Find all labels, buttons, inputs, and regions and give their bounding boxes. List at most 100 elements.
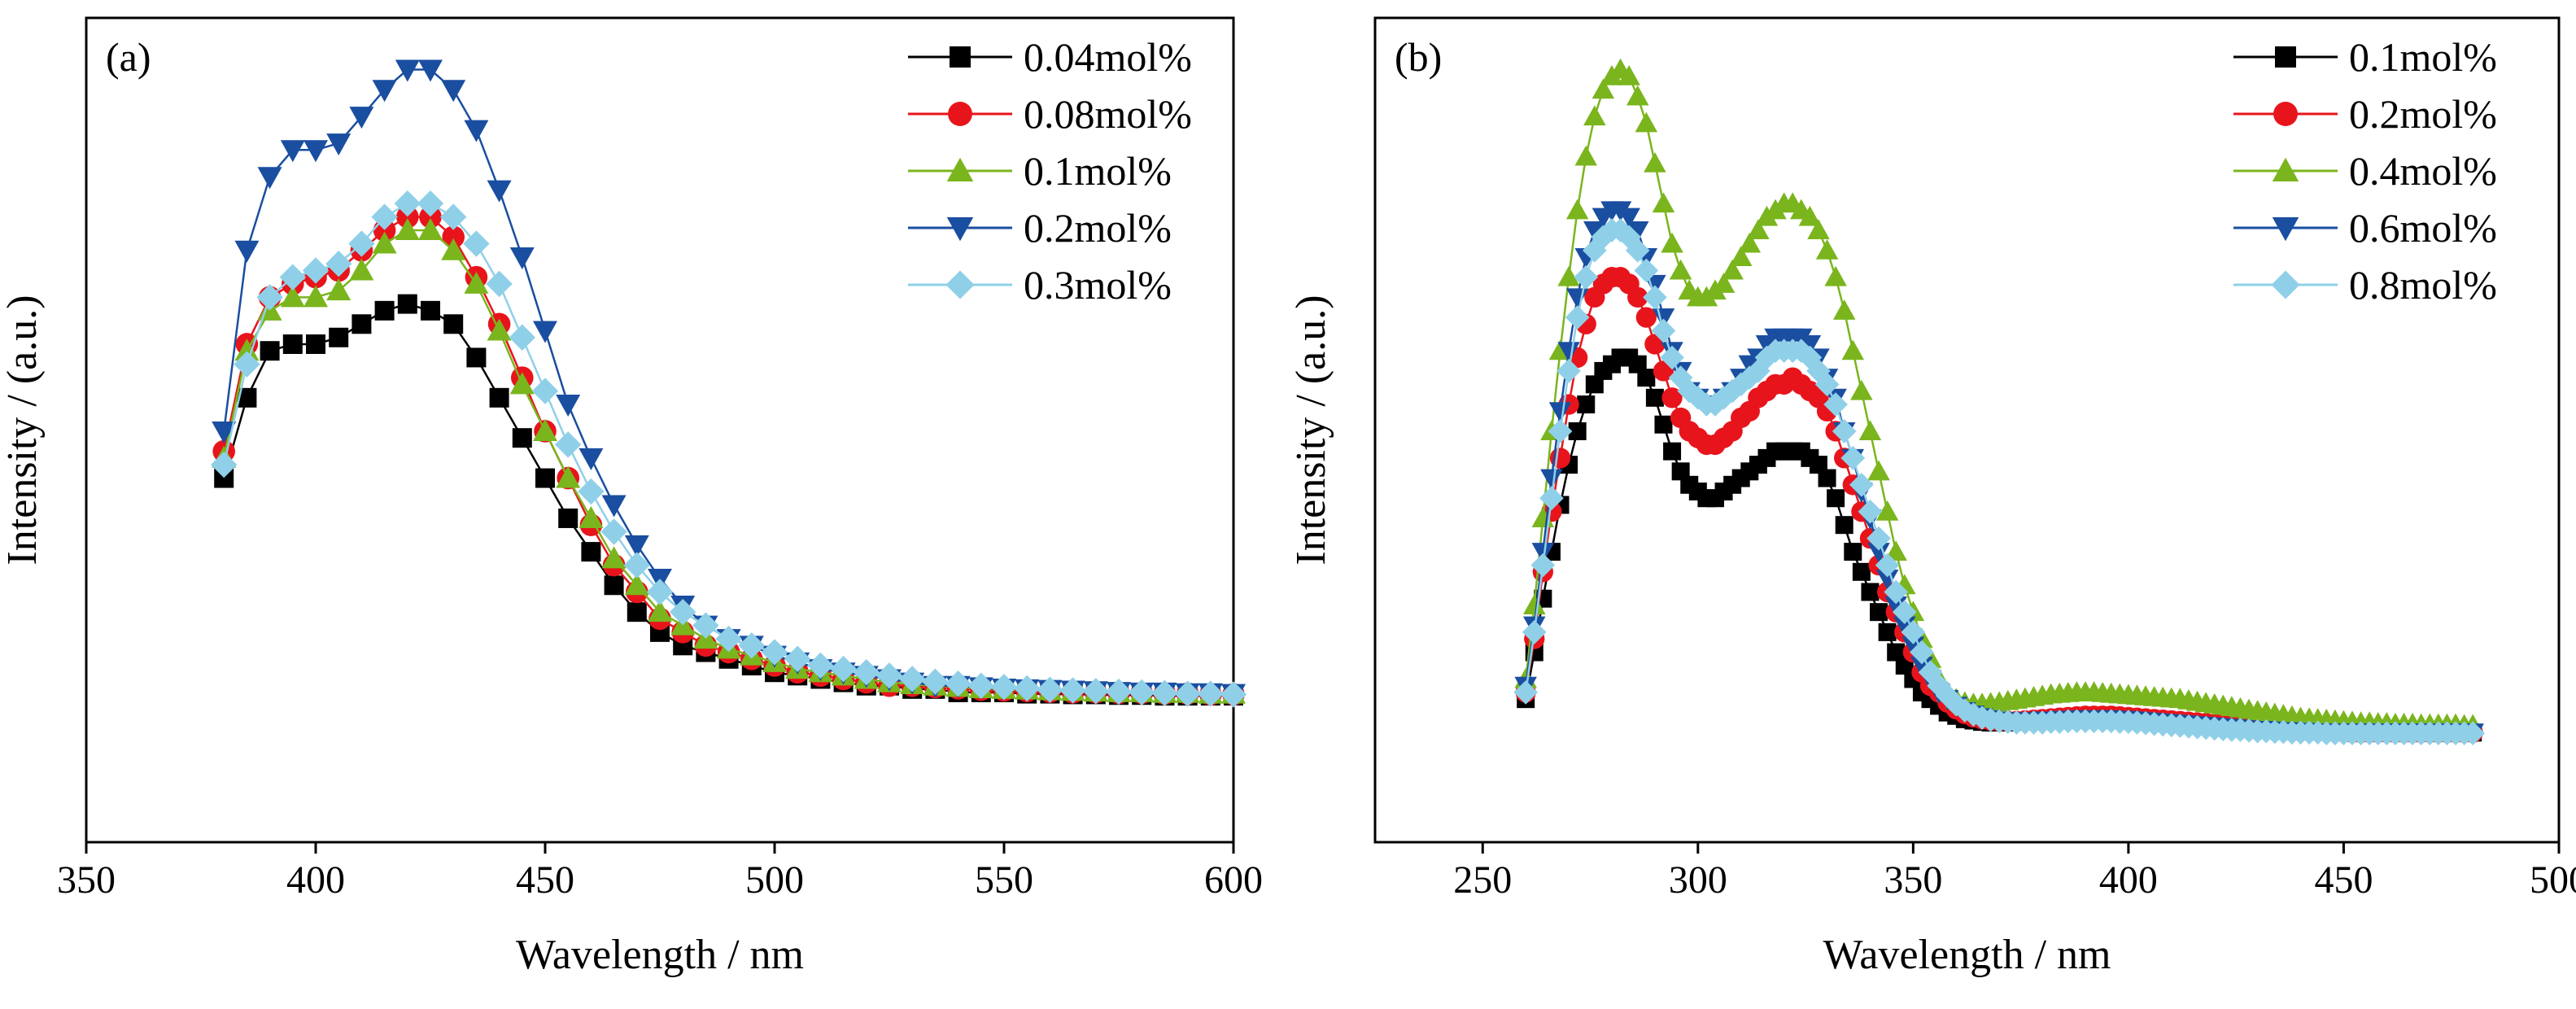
data-point (464, 120, 489, 142)
data-point (371, 203, 398, 230)
data-point (440, 203, 467, 230)
data-point (1626, 85, 1649, 106)
data-point (1677, 378, 1702, 404)
legend-item: 0.6mol% (2233, 205, 2497, 251)
data-point (418, 59, 443, 82)
legend-marker (950, 46, 971, 68)
data-point (257, 167, 282, 190)
data-point (1583, 221, 1606, 242)
panel-a-y-axis-title: Intensity / (a.u.) (0, 295, 46, 565)
data-point (853, 659, 880, 686)
data-point (1884, 579, 1909, 605)
data-point (1059, 677, 1086, 704)
data-point (1798, 334, 1822, 356)
data-point (1583, 105, 1606, 126)
data-point (256, 284, 283, 311)
data-point (579, 448, 604, 470)
data-point (487, 318, 512, 341)
data-point (279, 264, 306, 290)
data-point (1652, 308, 1675, 329)
data-point (1827, 489, 1845, 508)
data-point (1878, 622, 1897, 641)
data-point (784, 645, 811, 672)
data-point (1892, 600, 1917, 625)
data-point (1841, 339, 1865, 360)
data-point (1540, 469, 1563, 490)
data-point (1832, 299, 1856, 320)
data-point (1663, 442, 1682, 461)
data-point (282, 334, 303, 354)
data-point (1220, 681, 1247, 708)
data-point (1901, 620, 1926, 644)
data-point (533, 418, 557, 441)
data-point (1626, 221, 1649, 242)
data-point (581, 542, 601, 562)
data-point (692, 612, 719, 639)
data-point (372, 80, 397, 103)
data-point (627, 602, 647, 622)
legend-item: 0.8mol% (2233, 262, 2497, 308)
data-point (1591, 225, 1616, 250)
data-point (601, 546, 627, 569)
data-point (1037, 676, 1063, 703)
data-point (306, 334, 325, 354)
data-point (715, 625, 742, 653)
data-point (1747, 219, 1770, 240)
data-point (326, 133, 351, 156)
panel-a-marks (211, 59, 1247, 708)
data-point (1568, 422, 1587, 440)
data-point (1818, 469, 1836, 487)
data-point (1531, 543, 1555, 563)
panel-b-ticks: 250 300 350 400 450 500 (1453, 842, 2576, 902)
legend-item: 0.1mol% (908, 148, 1172, 194)
data-point (646, 579, 674, 605)
data-point (1728, 372, 1753, 397)
data-point (1105, 678, 1133, 705)
data-point (1577, 395, 1596, 414)
data-point (830, 655, 857, 683)
x-tick-label: 350 (57, 858, 116, 902)
data-point (990, 674, 1018, 701)
x-tick-label: 400 (2099, 858, 2158, 902)
data-point (486, 270, 513, 298)
data-point (509, 247, 535, 269)
data-point (1910, 640, 1934, 665)
data-point (1548, 402, 1572, 423)
data-point (1174, 680, 1201, 707)
data-point (302, 257, 330, 284)
data-point (419, 205, 442, 229)
series-0.3mol% (211, 190, 1247, 708)
data-point (555, 431, 582, 458)
legend-marker (2273, 102, 2298, 126)
legend-item: 0.3mol% (908, 262, 1172, 308)
legend-marker (2275, 46, 2296, 68)
panel-b-legend: 0.1mol% 0.2mol% 0.4mol% 0.6mol% 0.8mol% (2233, 34, 2497, 308)
x-tick-label: 450 (516, 858, 574, 902)
data-point (1824, 265, 1847, 286)
legend-label: 0.2mol% (2349, 91, 2497, 137)
data-point (1875, 500, 1899, 521)
data-point (509, 324, 535, 351)
data-point (1849, 472, 1874, 497)
data-point (807, 652, 834, 679)
data-point (1523, 594, 1546, 614)
data-point (466, 347, 487, 368)
data-point (1884, 540, 1907, 561)
data-point (234, 351, 260, 378)
data-point (1608, 218, 1633, 242)
data-point (556, 395, 581, 417)
data-point (441, 238, 466, 260)
panel-b-plot-frame (1373, 16, 2561, 844)
data-point (1867, 460, 1890, 481)
data-point (1844, 543, 1862, 561)
data-point (533, 321, 557, 343)
data-point (2460, 721, 2486, 745)
data-point (1565, 305, 1590, 330)
data-point (1661, 387, 1683, 408)
data-point (1082, 678, 1109, 705)
legend-label: 0.04mol% (1024, 34, 1192, 80)
legend-marker (2272, 217, 2299, 242)
data-point (1935, 684, 1960, 708)
panel-a-plot-frame (85, 16, 1235, 844)
